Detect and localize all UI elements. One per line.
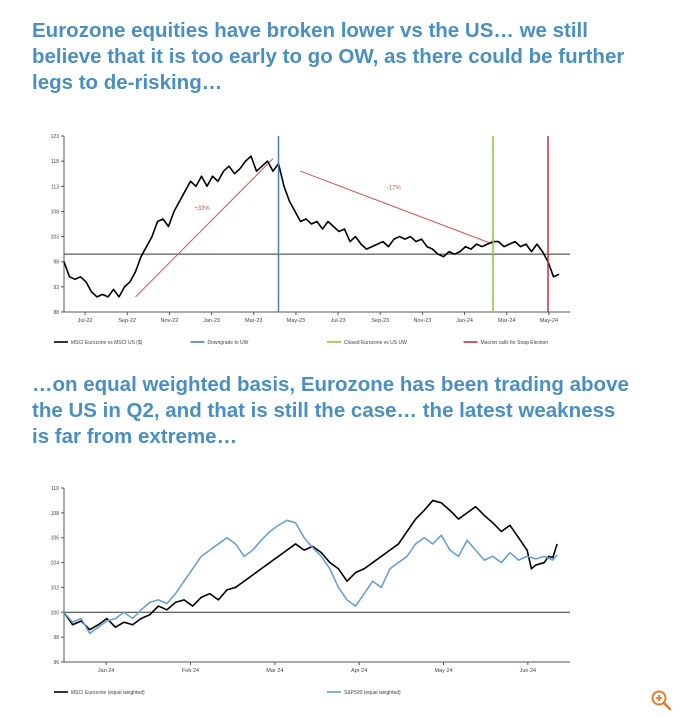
x-tick-label: Mar-23	[245, 318, 262, 324]
x-tick-label: May 24	[434, 668, 452, 674]
trendline-label: -17%	[387, 186, 402, 192]
legend-label: Macron calls for Snap Election	[481, 340, 549, 346]
x-tick-label: Mar-24	[498, 318, 515, 324]
trendline	[300, 170, 494, 245]
y-tick-label: 118	[51, 159, 59, 165]
y-tick-label: 96	[53, 660, 59, 666]
x-tick-label: Jun 24	[520, 668, 537, 674]
y-tick-label: 100	[51, 610, 60, 616]
y-tick-label: 93	[53, 285, 59, 291]
x-tick-label: Jan-23	[203, 318, 220, 324]
series-line	[63, 155, 560, 298]
x-tick-label: May-24	[540, 318, 558, 324]
x-tick-label: Sep-22	[118, 318, 136, 324]
legend-label: S&P500 (equal weighted)	[344, 690, 401, 696]
series-line	[63, 519, 558, 635]
y-tick-label: 108	[51, 209, 60, 215]
y-tick-label: 106	[51, 536, 60, 542]
headline-bottom: …on equal weighted basis, Eurozone has b…	[32, 373, 629, 448]
chart-bottom-plot: 96 98 100 102 104 106 108 110 Jan 24 Feb 24 Mar 24…	[51, 486, 570, 696]
series-line	[63, 499, 558, 631]
x-tick-label: Jul-22	[78, 318, 93, 324]
legend-label: Downgrade to UW	[208, 340, 249, 346]
x-tick-label: Mar 24	[266, 668, 283, 674]
y-tick-label: 98	[53, 260, 59, 266]
trendline-label: +33%	[194, 206, 210, 212]
x-tick-label: Jul-23	[331, 318, 346, 324]
legend-label: MSCI Eurozone vs MSCI US ($)	[71, 340, 143, 346]
x-tick-label: Apr 24	[351, 668, 367, 674]
y-tick-label: 104	[51, 561, 60, 567]
x-tick-label: Nov-23	[414, 318, 432, 324]
x-tick-label: Jan-24	[456, 318, 473, 324]
x-tick-label: Sep-23	[371, 318, 389, 324]
trendline	[135, 158, 274, 298]
legend-label: Closed Eurozone vs US UW	[344, 340, 407, 346]
y-tick-label: 103	[51, 235, 60, 241]
x-tick-label: Jan 24	[98, 668, 115, 674]
y-tick-label: 113	[51, 184, 59, 190]
chart-top-plot: 88 93 98 103 108 113 118 123 Jul-22 Sep-22 Nov-22 J…	[51, 134, 570, 346]
y-tick-label: 88	[53, 310, 59, 316]
y-tick-label: 108	[51, 511, 60, 517]
zoom-in-icon[interactable]	[650, 689, 672, 711]
y-tick-label: 102	[51, 585, 60, 591]
x-tick-label: Feb 24	[182, 668, 199, 674]
legend-label: MSCI Eurozone (equal weighted)	[71, 690, 145, 696]
y-tick-label: 123	[51, 134, 60, 140]
headline-top: Eurozone equities have broken lower vs t…	[32, 19, 625, 94]
y-tick-label: 110	[51, 486, 59, 492]
y-tick-label: 98	[53, 635, 59, 641]
x-tick-label: Nov-22	[161, 318, 179, 324]
x-tick-label: May-23	[287, 318, 305, 324]
